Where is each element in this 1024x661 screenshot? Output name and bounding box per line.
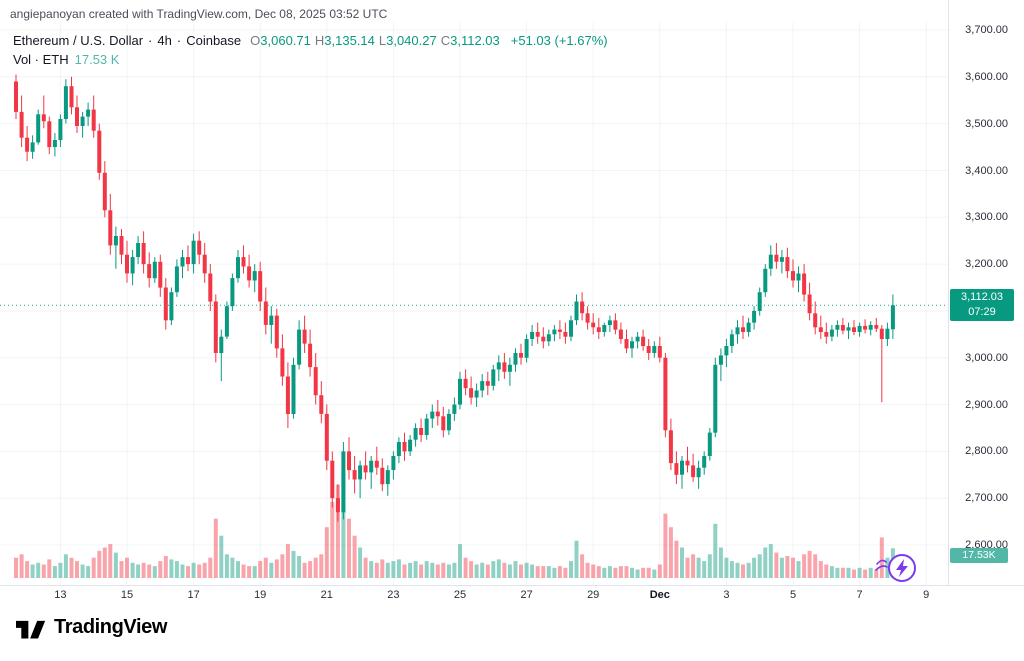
ohlc-key: O: [250, 33, 261, 48]
legend-separator: ·: [148, 33, 153, 48]
price-axis-label[interactable]: 3,500.00: [965, 117, 1008, 130]
time-axis-label[interactable]: Dec: [649, 589, 670, 601]
time-axis-label[interactable]: 3: [723, 589, 730, 601]
ohlc-value: 3,135.14: [324, 33, 375, 48]
time-axis-label[interactable]: 7: [856, 589, 863, 601]
interval-label[interactable]: 4h: [157, 33, 172, 48]
doodle-stroke: [875, 565, 888, 571]
price-axis-label[interactable]: 3,400.00: [965, 164, 1008, 177]
price-axis-label[interactable]: 2,800.00: [965, 445, 1008, 458]
price-axis-label[interactable]: 3,600.00: [965, 70, 1008, 83]
time-axis-label[interactable]: 17: [187, 589, 200, 601]
exchange-label[interactable]: Coinbase: [186, 33, 242, 48]
time-axis-label[interactable]: 23: [387, 589, 400, 601]
time-axis-label[interactable]: 13: [54, 589, 67, 601]
last-price-badge: 3,112.03 07:29: [950, 289, 1014, 322]
tradingview-wordmark: TradingView: [54, 615, 168, 638]
doodle-stroke: [876, 559, 887, 565]
volume-value: 17.53 K: [74, 52, 120, 67]
boost-lightning-icon[interactable]: [874, 550, 918, 584]
legend-separator: ·: [176, 33, 182, 48]
time-axis-label[interactable]: 25: [453, 589, 467, 601]
bar-countdown: 07:29: [968, 306, 996, 319]
volume-legend: Vol · ETH 17.53 K: [13, 52, 119, 67]
ohlc-value: 3,040.27: [386, 33, 437, 48]
change-value: +51.03 (+1.67%): [510, 33, 608, 48]
ohlc-values: O3,060.71 H3,135.14 L3,040.27 C3,112.03: [246, 33, 500, 48]
volume-label[interactable]: Vol · ETH: [13, 52, 69, 67]
attribution-text: angiepanoyan created with TradingView.co…: [10, 7, 388, 21]
ohlc-key: C: [440, 33, 451, 48]
lightning-bolt-icon: [896, 559, 908, 577]
price-axis-label[interactable]: 3,300.00: [965, 211, 1008, 224]
last-price-value: 3,112.03: [960, 291, 1003, 304]
price-axis-label[interactable]: 2,900.00: [965, 398, 1008, 411]
time-axis-label[interactable]: 15: [120, 589, 134, 601]
time-axis-label[interactable]: 9: [923, 589, 930, 601]
time-axis-label[interactable]: 29: [587, 589, 600, 601]
volume-axis-badge: 17.53K: [950, 548, 1008, 563]
price-axis-label[interactable]: 3,000.00: [965, 351, 1008, 364]
symbol-title[interactable]: Ethereum / U.S. Dollar: [13, 33, 144, 48]
time-axis[interactable]: 13 15 17 19 21 23 25 27 29 Dec 3 5 7 9: [0, 586, 948, 608]
time-axis-label[interactable]: 5: [789, 589, 797, 601]
price-axis-label[interactable]: 3,200.00: [965, 258, 1008, 271]
ohlc-value: 3,060.71: [260, 33, 311, 48]
price-axis-label[interactable]: 3,700.00: [965, 24, 1008, 36]
tradingview-logo[interactable]: TradingView: [16, 614, 167, 640]
tradingview-logomark: [16, 620, 46, 639]
time-axis-label[interactable]: 19: [254, 589, 267, 601]
price-axis[interactable]: 3,700.00 3,600.00 3,500.00 3,400.00 3,300.00…: [948, 0, 1024, 585]
price-axis-label[interactable]: 2,700.00: [965, 492, 1008, 505]
ohlc-key: L: [378, 33, 387, 48]
ohlc-value: 3,112.03: [450, 33, 500, 48]
time-axis-label[interactable]: 21: [320, 589, 333, 601]
symbol-legend: Ethereum / U.S. Dollar · 4h · Coinbase O…: [13, 33, 608, 48]
time-axis-label[interactable]: 27: [520, 589, 533, 601]
ohlc-key: H: [314, 33, 325, 48]
